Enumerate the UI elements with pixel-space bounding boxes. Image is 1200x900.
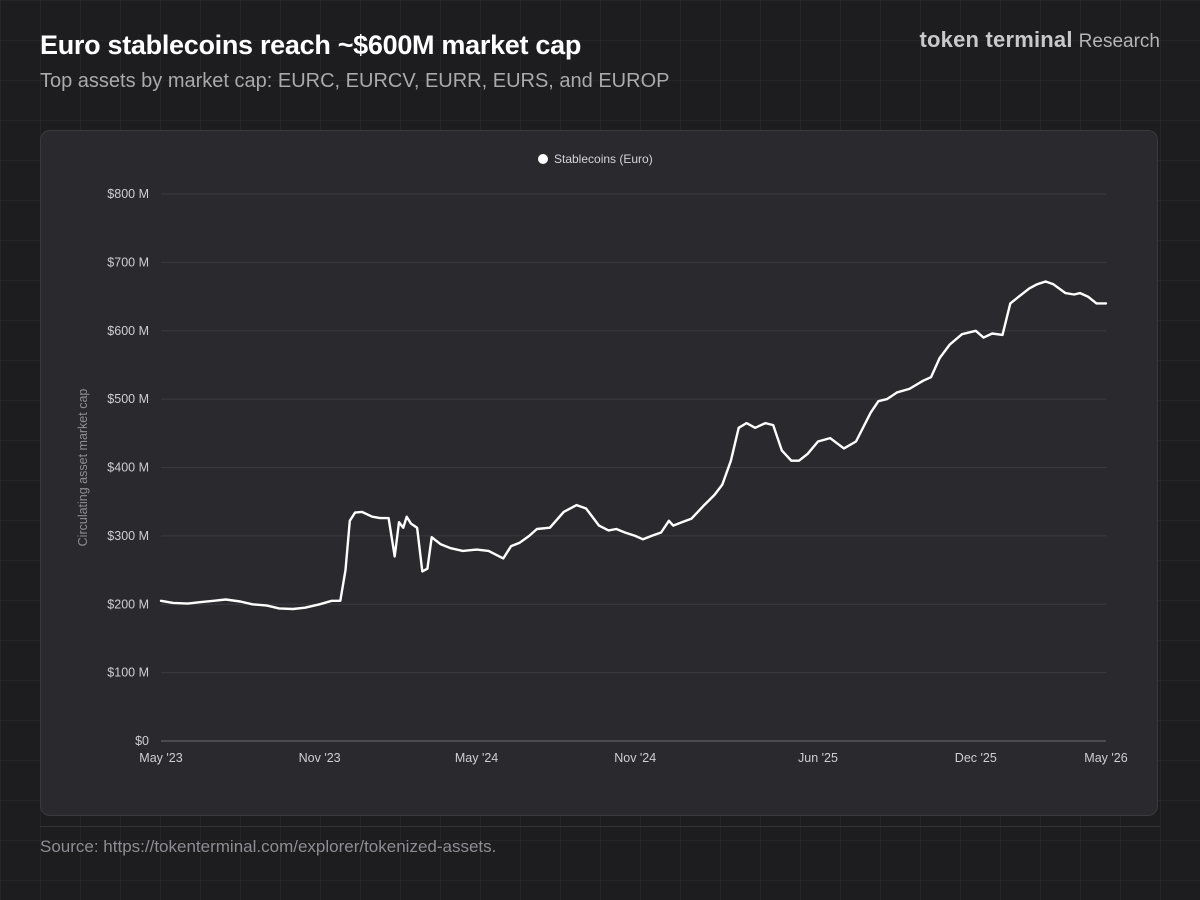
x-tick-label: May '26	[1084, 751, 1127, 765]
brand-name: token terminal	[919, 27, 1073, 52]
x-tick-label: May '24	[455, 751, 498, 765]
legend-marker	[538, 154, 548, 164]
x-tick-label: Nov '23	[299, 751, 341, 765]
y-tick-label: $800 M	[107, 187, 149, 201]
chart-title: Euro stablecoins reach ~$600M market cap	[40, 30, 582, 60]
x-tick-label: Dec '25	[955, 751, 997, 765]
line-chart: $0 $100 M $200 M $300 M $400 M $500 M $600 M $7…	[76, 152, 1128, 765]
chart-subtitle: Top assets by market cap: EURC, EURCV, E…	[40, 70, 670, 92]
series-line	[159, 280, 1108, 611]
brand-suffix: Research	[1078, 31, 1160, 52]
y-axis-title: Circulating asset market cap	[76, 389, 90, 547]
x-tick-label: Nov '24	[614, 751, 656, 765]
y-tick-label: $0	[135, 734, 149, 748]
y-tick-label: $400 M	[107, 461, 149, 475]
y-tick-label: $200 M	[107, 597, 149, 611]
y-tick-label: $300 M	[107, 529, 149, 543]
y-tick-label: $600 M	[107, 324, 149, 338]
y-tick-label: $500 M	[107, 392, 149, 406]
source-note: Source: https://tokenterminal.com/explor…	[40, 837, 497, 856]
y-tick-label: $700 M	[107, 255, 149, 269]
x-tick-label: May '23	[139, 751, 182, 765]
brand-logo: token terminal Research	[920, 27, 1161, 53]
x-tick-label: Jun '25	[798, 751, 838, 765]
chart-panel: $0 $100 M $200 M $300 M $400 M $500 M $600 M $7…	[40, 130, 1158, 816]
footer-divider	[40, 826, 1160, 827]
y-tick-label: $100 M	[107, 666, 149, 680]
legend-label: Stablecoins (Euro)	[554, 152, 653, 166]
